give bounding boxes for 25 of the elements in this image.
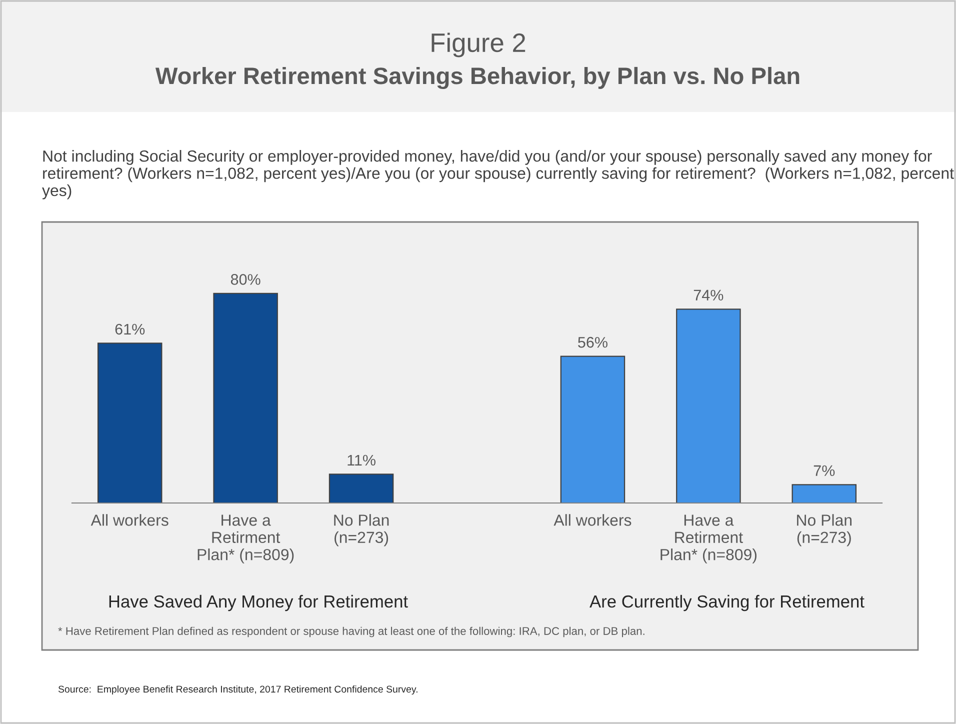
x-tick-label: All workers	[554, 514, 632, 526]
x-tick-label: No Plan (n=273)	[334, 514, 389, 546]
bar	[97, 342, 162, 503]
bar	[676, 308, 741, 503]
bar	[328, 474, 394, 503]
text: Are Currently Saving for Retirement	[590, 594, 864, 612]
x-tick-label: Have a Retirment Plan* (n=809)	[660, 514, 756, 564]
data-label: 11%	[348, 454, 376, 466]
text: Not including Social Security or employer-provided money, have/did you (and/or your spouse) personally saved any money for retirement? (Workers n=1,082, percent yes)/Are you (or your spouse) currently saving for retirement? (Workers n=1,082, percent yes)	[42, 150, 954, 200]
data-label: 74%	[694, 290, 724, 301]
x-tick-label: Have a Retirment Plan* (n=809)	[198, 514, 294, 564]
text: Have Saved Any Money for Retirement	[109, 594, 408, 612]
x-tick-label: No Plan (n=273)	[797, 514, 852, 546]
chart-title: Figure 2	[432, 32, 526, 58]
bar	[213, 292, 278, 503]
chart-subtitle: Worker Retirement Savings Behavior, by Plan vs. No Plan	[155, 66, 800, 90]
data-label: 7%	[814, 465, 835, 476]
x-tick-label: All workers	[90, 514, 168, 526]
source-note: Source: Employee Benefit Research Institute, 2017 Retirement Confidence Survey.	[58, 685, 418, 695]
data-label: 61%	[115, 324, 145, 335]
text: * Have Retirement Plan defined as respondent or spouse having at least one of the following: IRA, DC plan, or DB plan.	[58, 626, 644, 638]
data-label: 56%	[578, 336, 608, 348]
data-label: 80%	[230, 274, 260, 285]
bar	[560, 356, 626, 503]
bar	[792, 484, 857, 503]
